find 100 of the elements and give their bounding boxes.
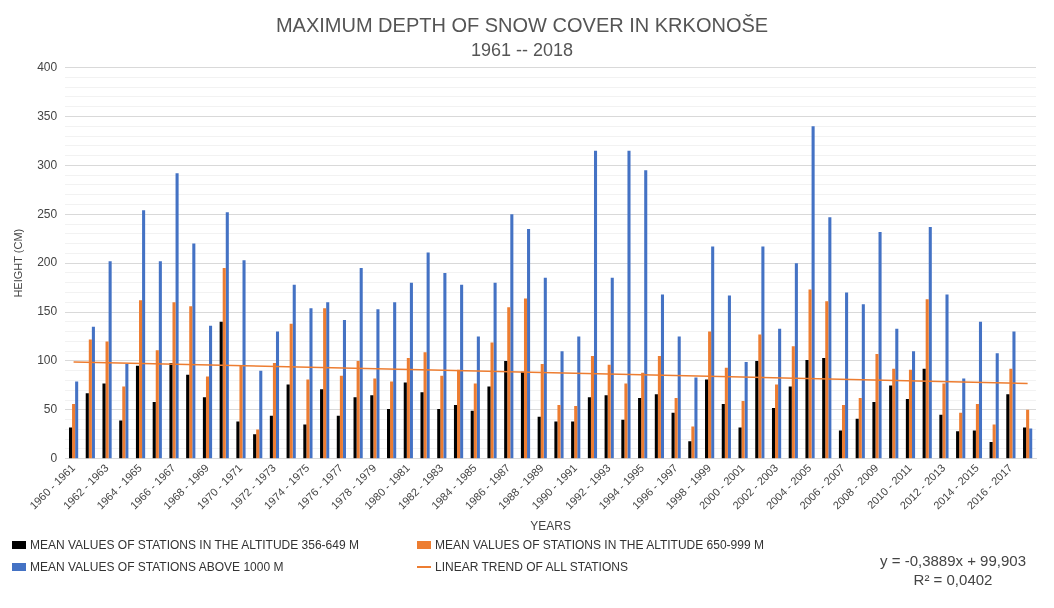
bar xyxy=(805,359,809,459)
text: y = -0,3889x + 99,903 xyxy=(880,552,1026,569)
bar xyxy=(761,246,765,459)
chart-subtitle: 1961 -- 2018 xyxy=(470,39,574,60)
bar xyxy=(638,398,642,459)
bar xyxy=(510,214,514,459)
bar xyxy=(219,321,223,459)
bar xyxy=(822,358,826,459)
legend-label: LINEAR TREND OF ALL STATIONS xyxy=(435,560,628,574)
bar xyxy=(889,385,893,459)
bar xyxy=(309,308,313,459)
bar xyxy=(142,210,146,459)
bar xyxy=(493,282,497,459)
bar xyxy=(775,384,779,459)
bar xyxy=(209,325,213,459)
bar xyxy=(186,374,190,459)
bar xyxy=(122,386,126,459)
x-axis-title: YEARS xyxy=(530,519,571,534)
bar xyxy=(939,414,943,459)
bar xyxy=(158,261,162,459)
bar xyxy=(259,370,263,459)
bar xyxy=(205,376,210,459)
bar xyxy=(861,304,865,459)
bar xyxy=(403,382,407,459)
bar xyxy=(393,302,397,459)
bar xyxy=(253,434,257,459)
bar xyxy=(905,399,909,459)
bar xyxy=(537,416,541,459)
bar xyxy=(705,379,709,459)
bar xyxy=(654,394,658,459)
bar xyxy=(68,427,73,459)
bar xyxy=(677,336,681,459)
bar xyxy=(577,336,581,459)
bar xyxy=(520,371,524,459)
bar xyxy=(376,309,380,459)
bar xyxy=(175,173,179,459)
bar xyxy=(978,321,983,459)
legend-label: MEAN VALUES OF STATIONS IN THE ALTITUDE 650-999 M xyxy=(435,538,764,552)
bar xyxy=(339,375,343,459)
bar xyxy=(473,383,477,459)
bar xyxy=(956,431,960,459)
bar xyxy=(959,412,963,459)
bar xyxy=(624,383,628,459)
bar xyxy=(476,336,480,459)
legend-label: MEAN VALUES OF STATIONS IN THE ALTITUDE 356-649 M xyxy=(30,538,359,552)
bar xyxy=(691,426,695,459)
bar xyxy=(671,412,675,459)
bar xyxy=(975,403,979,459)
bar xyxy=(858,398,862,459)
bar xyxy=(527,228,531,459)
bar xyxy=(409,282,413,459)
y-tick-label: 400 xyxy=(37,59,58,74)
bar xyxy=(604,395,608,459)
bar xyxy=(945,294,949,459)
bar xyxy=(922,368,926,459)
bar xyxy=(152,402,156,459)
y-tick-label: 150 xyxy=(37,304,58,319)
bar xyxy=(621,419,625,459)
bar xyxy=(387,408,391,459)
bar xyxy=(660,294,665,459)
bar xyxy=(169,362,173,459)
bar xyxy=(275,331,280,459)
bar xyxy=(560,351,564,459)
legend-label: MEAN VALUES OF STATIONS ABOVE 1000 M xyxy=(30,560,284,574)
y-tick-label: 250 xyxy=(37,206,58,221)
bar xyxy=(738,427,742,459)
bar xyxy=(992,424,996,459)
bar xyxy=(1026,409,1030,459)
bar xyxy=(306,379,310,459)
bar xyxy=(303,424,307,459)
bar xyxy=(91,326,95,459)
bar xyxy=(242,260,246,459)
bar xyxy=(373,378,377,459)
bar xyxy=(674,398,678,459)
bar xyxy=(989,442,993,459)
bar xyxy=(811,126,815,459)
y-tick-label: 200 xyxy=(37,255,58,270)
bar xyxy=(102,383,106,459)
bar xyxy=(741,401,745,459)
bar xyxy=(727,295,731,459)
bar xyxy=(711,246,715,459)
bar xyxy=(192,243,196,459)
bar xyxy=(269,415,273,459)
bar xyxy=(453,404,458,459)
bar xyxy=(202,397,206,459)
bar xyxy=(838,430,842,459)
bar xyxy=(1029,428,1033,459)
bar xyxy=(504,360,508,459)
bar xyxy=(420,392,424,459)
bar xyxy=(571,421,575,459)
bar xyxy=(443,272,447,459)
bar xyxy=(236,421,240,459)
bar xyxy=(778,328,782,459)
bar xyxy=(744,361,748,459)
y-axis-title: HEIGHT (CM) xyxy=(11,228,24,298)
bar xyxy=(460,284,464,459)
y-tick-label: 350 xyxy=(37,108,58,123)
bar xyxy=(1006,394,1010,459)
bar xyxy=(426,252,430,459)
bar xyxy=(721,403,725,459)
